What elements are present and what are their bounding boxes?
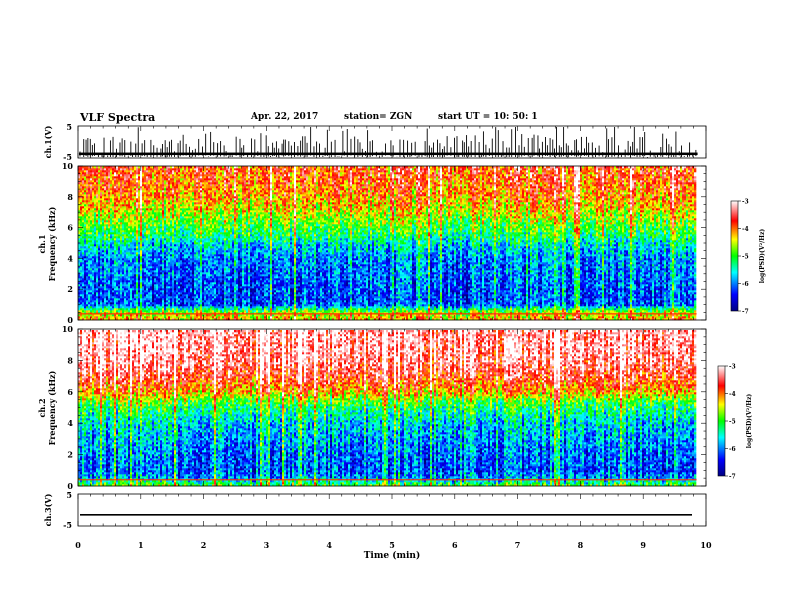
y-tick-label: 4 — [67, 418, 73, 428]
ch2-spectrogram-ylabel-ch: ch.2 — [37, 398, 47, 417]
ch2-spectrogram-ylabel-freq: Frequency (kHz) — [47, 370, 57, 445]
x-axis-label: Time (min) — [364, 550, 421, 561]
x-tick-label: 6 — [452, 540, 458, 550]
ch1-waveform-ylabel: ch.1(V) — [43, 125, 53, 158]
ch1-colorbar — [731, 201, 738, 311]
ch2-colorbar — [718, 366, 725, 476]
y-tick-label: 8 — [67, 192, 73, 202]
x-tick-label: 4 — [326, 540, 332, 550]
colorbar-tick-label: -4 — [742, 226, 749, 233]
ch1-spectrogram-heatmap — [78, 166, 697, 320]
y-tick-label: 2 — [67, 450, 73, 460]
colorbar-tick-label: -3 — [729, 364, 736, 371]
colorbar-tick-label: -6 — [742, 281, 749, 288]
colorbar-tick-label: -4 — [729, 391, 736, 398]
ch1-spectrogram-ylabel-freq: Frequency (kHz) — [47, 206, 57, 281]
colorbar-tick-label: -5 — [729, 419, 736, 426]
x-tick-label: 1 — [138, 540, 144, 550]
ch1-waveform-panel: 5 -5 ch.1(V) — [43, 122, 706, 162]
colorbar-tick-label: -5 — [742, 254, 749, 261]
x-tick-label: 2 — [201, 540, 207, 550]
ch3-ytick-top: 5 — [66, 490, 72, 500]
y-tick-label: 10 — [62, 324, 74, 334]
y-tick-label: 8 — [67, 355, 73, 365]
colorbar-tick-label: -6 — [729, 446, 736, 453]
x-tick-label: 10 — [700, 540, 712, 550]
ch1-ytick-top: 5 — [66, 122, 72, 132]
ch3-ytick-bottom: -5 — [63, 520, 72, 530]
colorbar-tick-label: -7 — [729, 474, 736, 481]
x-tick-label: 7 — [515, 540, 521, 550]
y-tick-label: 6 — [67, 223, 73, 233]
x-tick-label: 0 — [75, 540, 81, 550]
y-tick-label: 2 — [67, 284, 73, 294]
y-tick-label: 10 — [62, 161, 74, 171]
x-tick-label: 5 — [389, 540, 395, 550]
ch1-colorbar-label: log(PSD)(V²/Hz) — [759, 229, 766, 284]
y-tick-label: 6 — [67, 387, 73, 397]
ch1-spectrogram-ylabel-ch: ch.1 — [37, 234, 47, 253]
y-tick-label: 4 — [67, 253, 73, 263]
ch3-waveform-ylabel: ch.3(V) — [43, 493, 53, 526]
colorbar-tick-label: -3 — [742, 199, 749, 206]
x-tick-label: 8 — [578, 540, 584, 550]
ch3-waveform-panel: 5 -5 ch.3(V) — [43, 490, 706, 530]
x-axis-tick-labels: 0 1 2 3 4 5 6 7 8 9 10 — [75, 540, 712, 550]
ch2-spectrogram-heatmap — [78, 330, 697, 486]
colorbar-tick-label: -7 — [742, 309, 749, 316]
x-tick-label: 9 — [640, 540, 646, 550]
x-tick-label: 3 — [264, 540, 270, 550]
ch2-colorbar-label: log(PSD)(V²/Hz) — [746, 394, 753, 449]
